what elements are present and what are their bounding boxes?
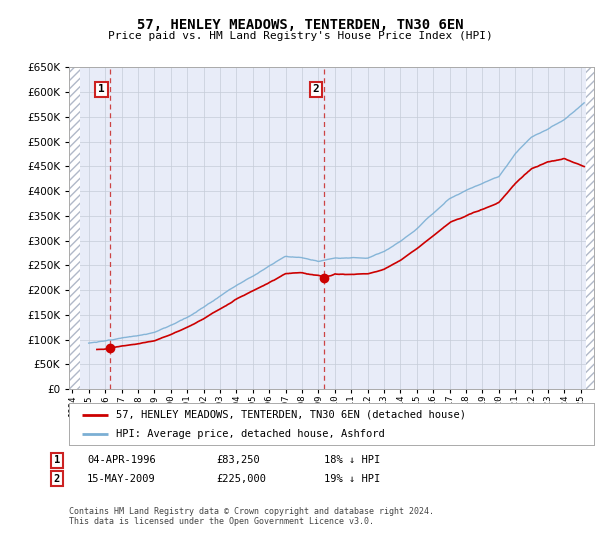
Text: 1: 1 [54,455,60,465]
Text: 18% ↓ HPI: 18% ↓ HPI [324,455,380,465]
Text: 15-MAY-2009: 15-MAY-2009 [87,474,156,484]
Text: 1: 1 [98,85,105,95]
Text: Price paid vs. HM Land Registry's House Price Index (HPI): Price paid vs. HM Land Registry's House … [107,31,493,41]
Bar [586,67,594,389]
Text: £83,250: £83,250 [216,455,260,465]
Text: 19% ↓ HPI: 19% ↓ HPI [324,474,380,484]
Bar [69,67,80,389]
Text: 04-APR-1996: 04-APR-1996 [87,455,156,465]
Text: Contains HM Land Registry data © Crown copyright and database right 2024.
This d: Contains HM Land Registry data © Crown c… [69,507,434,526]
Text: 57, HENLEY MEADOWS, TENTERDEN, TN30 6EN: 57, HENLEY MEADOWS, TENTERDEN, TN30 6EN [137,18,463,32]
Text: 2: 2 [54,474,60,484]
Text: £225,000: £225,000 [216,474,266,484]
Text: HPI: Average price, detached house, Ashford: HPI: Average price, detached house, Ashf… [116,429,385,439]
Text: 2: 2 [313,85,320,95]
Text: 57, HENLEY MEADOWS, TENTERDEN, TN30 6EN (detached house): 57, HENLEY MEADOWS, TENTERDEN, TN30 6EN … [116,409,466,419]
